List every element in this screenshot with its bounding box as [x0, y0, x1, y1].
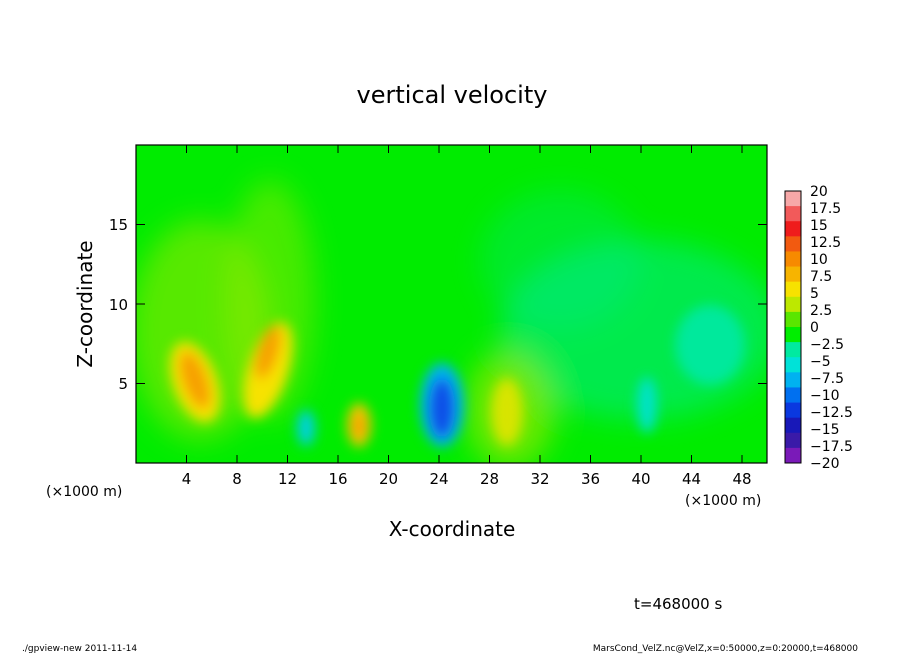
x-tick-label: 44: [682, 470, 701, 488]
colorbar-labels: 2017.51512.5107.552.50−2.5−5−7.5−10−12.5…: [810, 184, 853, 472]
x-tick-label: 32: [530, 470, 549, 488]
colorbar-swatch: [785, 251, 801, 267]
colorbar-label: −12.5: [810, 405, 853, 421]
feature-updraft-4: [491, 378, 523, 446]
colorbar-label: −20: [810, 456, 840, 472]
colorbar-label: 17.5: [810, 201, 841, 217]
y-axis-label: Z-coordinate: [73, 240, 97, 367]
colorbar-label: 10: [810, 252, 828, 268]
feature-downdraft-3: [637, 377, 657, 433]
colorbar-swatch: [785, 266, 801, 283]
y-tick-label: 5: [118, 375, 128, 393]
feature-downdraft-1-core: [429, 378, 455, 438]
colorbar-swatch: [785, 387, 801, 403]
x-tick-label: 48: [732, 470, 751, 488]
x-tick-label: 36: [581, 470, 600, 488]
colorbar-label: −5: [810, 354, 831, 370]
feature-updraft-1-core: [179, 351, 211, 409]
x-tick-labels: 4 8 12 16 20 24 28 32 36 40 44 48: [182, 470, 752, 488]
feature-updraft-2-core: [255, 325, 281, 379]
colorbar-swatch: [785, 447, 801, 464]
colorbar-swatch: [785, 296, 801, 313]
colorbar-label: 20: [810, 184, 828, 200]
colorbar-swatch: [785, 357, 801, 373]
feature-updraft-3-core: [353, 415, 365, 437]
colorbar-swatch: [785, 432, 801, 449]
y-tick-labels: 5 10 15: [109, 216, 128, 393]
chart-title: vertical velocity: [357, 81, 548, 109]
colorbar-label: 0: [810, 320, 819, 336]
colorbar-label: −17.5: [810, 439, 853, 455]
colorbar-swatch: [785, 327, 801, 343]
colorbar-label: −15: [810, 422, 840, 438]
x-tick-label: 16: [328, 470, 347, 488]
x-axis-label: X-coordinate: [389, 517, 516, 541]
colorbar-swatch: [785, 191, 801, 207]
colorbar-swatch: [785, 342, 801, 358]
y-tick-label: 10: [109, 296, 128, 314]
plot-area: [135, 144, 768, 464]
footer-right: MarsCond_VelZ.nc@VelZ,x=0:50000,z=0:2000…: [593, 644, 858, 654]
feature-downdraft-2: [297, 410, 315, 446]
colorbar-swatch: [785, 372, 801, 388]
colorbar-swatch: [785, 206, 801, 222]
cyan-haze-mid: [480, 190, 640, 330]
x-tick-label: 8: [232, 470, 242, 488]
colorbar-label: −10: [810, 388, 840, 404]
y-ticks: [136, 224, 767, 384]
x-unit-note-right: (×1000 m): [685, 493, 761, 509]
colorbar-label: 15: [810, 218, 828, 234]
x-ticks: [186, 145, 743, 463]
colorbar-label: 2.5: [810, 303, 832, 319]
x-unit-note-left: (×1000 m): [46, 484, 122, 500]
colorbar-swatch: [785, 311, 801, 328]
colorbar-label: 5: [810, 286, 819, 302]
x-tick-label: 20: [379, 470, 398, 488]
x-tick-label: 4: [182, 470, 192, 488]
colorbar-label: −7.5: [810, 371, 844, 387]
yellowgreen-haze-left2: [225, 180, 315, 420]
x-tick-label: 40: [631, 470, 650, 488]
colorbar: [784, 190, 802, 464]
x-tick-label: 12: [278, 470, 297, 488]
colorbar-swatch: [785, 417, 801, 434]
colorbar-swatch: [785, 236, 801, 252]
time-annotation: t=468000 s: [634, 595, 722, 613]
colorbar-swatch: [785, 281, 801, 298]
colorbar-label: −2.5: [810, 337, 844, 353]
x-tick-label: 28: [480, 470, 499, 488]
x-tick-label: 24: [429, 470, 448, 488]
colorbar-label: 7.5: [810, 269, 832, 285]
colorbar-frame: [784, 190, 802, 464]
y-tick-label: 15: [109, 216, 128, 234]
features: [169, 305, 745, 447]
colorbar-swatch: [785, 221, 801, 237]
colorbar-label: 12.5: [810, 235, 841, 251]
feature-cyan-patch: [675, 305, 745, 385]
footer-left: ./gpview-new 2011-11-14: [22, 644, 137, 654]
colorbar-swatch: [785, 402, 801, 419]
